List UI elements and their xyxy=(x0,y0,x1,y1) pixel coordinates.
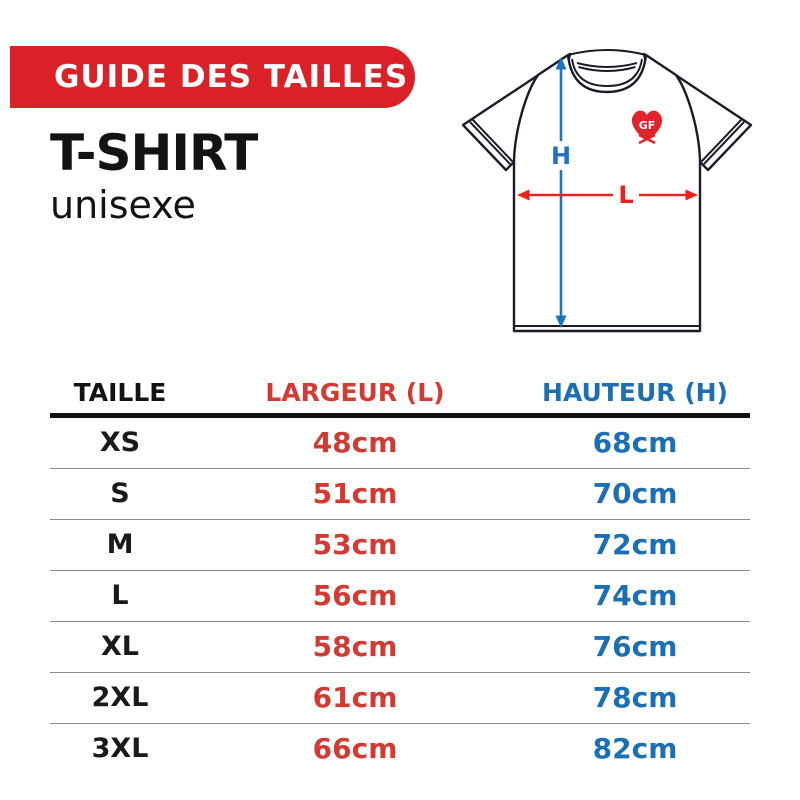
header-largeur: LARGEUR (L) xyxy=(265,378,445,407)
height-label-bg xyxy=(548,141,574,170)
hauteur-cell: 76cm xyxy=(592,630,678,663)
heart-logo: GF xyxy=(631,110,663,145)
product-subtitle: unisexe xyxy=(50,183,196,227)
largeur-cell: 51cm xyxy=(312,477,398,510)
tshirt-diagram: GF H L xyxy=(461,49,753,333)
largeur-cell: 61cm xyxy=(312,681,398,714)
width-label: L xyxy=(618,181,633,209)
logo-monogram: GF xyxy=(639,119,656,132)
table-row: S 51cm 70cm xyxy=(50,469,750,520)
table-header-row: TAILLE LARGEUR (L) HAUTEUR (H) xyxy=(50,373,750,418)
tshirt-body xyxy=(512,53,702,333)
height-label: H xyxy=(551,142,571,170)
largeur-cell: 58cm xyxy=(312,630,398,663)
guide-badge: GUIDE DES TAILLES xyxy=(10,46,415,108)
header-taille: TAILLE xyxy=(73,378,167,407)
height-arrow xyxy=(555,57,567,328)
product-title: T-SHIRT xyxy=(50,124,258,182)
hauteur-cell: 70cm xyxy=(592,477,678,510)
largeur-cell: 53cm xyxy=(312,528,398,561)
width-arrow xyxy=(517,189,698,201)
size-table: TAILLE LARGEUR (L) HAUTEUR (H) XS 48cm 6… xyxy=(50,373,750,774)
table-row: XL 58cm 76cm xyxy=(50,622,750,673)
size-cell: L xyxy=(111,580,129,611)
hauteur-cell: 78cm xyxy=(592,681,678,714)
table-row: 3XL 66cm 82cm xyxy=(50,724,750,774)
size-cell: M xyxy=(106,529,134,560)
table-row: 2XL 61cm 78cm xyxy=(50,673,750,724)
hauteur-cell: 82cm xyxy=(592,732,678,765)
size-cell: XL xyxy=(100,631,140,662)
size-cell: XS xyxy=(99,427,141,458)
table-row: XS 48cm 68cm xyxy=(50,418,750,469)
cuff-stripes xyxy=(469,118,745,165)
largeur-cell: 48cm xyxy=(312,426,398,459)
table-row: M 53cm 72cm xyxy=(50,520,750,571)
hauteur-cell: 68cm xyxy=(592,426,678,459)
size-cell: 3XL xyxy=(91,733,149,764)
size-cell: 2XL xyxy=(91,682,149,713)
hauteur-cell: 72cm xyxy=(592,528,678,561)
collar xyxy=(567,49,647,88)
table-row: L 56cm 74cm xyxy=(50,571,750,622)
header-hauteur: HAUTEUR (H) xyxy=(542,378,728,407)
largeur-cell: 56cm xyxy=(312,579,398,612)
size-cell: S xyxy=(110,478,130,509)
hauteur-cell: 74cm xyxy=(592,579,678,612)
largeur-cell: 66cm xyxy=(312,732,398,765)
